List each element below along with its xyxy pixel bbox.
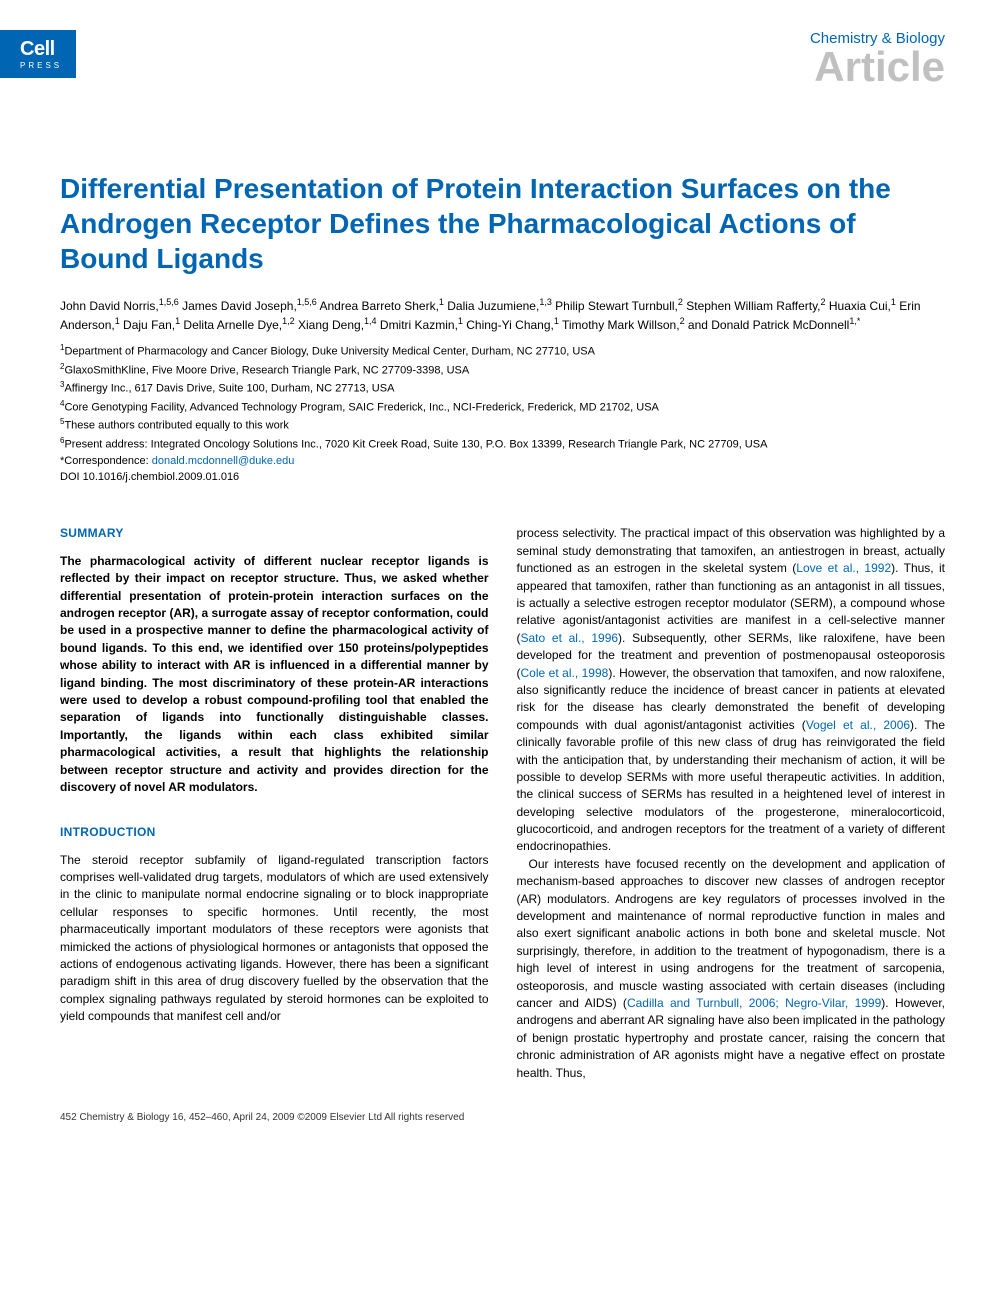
affiliations: 1Department of Pharmacology and Cancer B… — [60, 342, 945, 485]
article-title: Differential Presentation of Protein Int… — [60, 171, 945, 276]
article-type: Article — [60, 43, 945, 91]
intro-left-text: The steroid receptor subfamily of ligand… — [60, 852, 489, 1026]
summary-heading: SUMMARY — [60, 525, 489, 542]
author-list: John David Norris,1,5,6 James David Jose… — [60, 296, 945, 334]
two-column-body: SUMMARY The pharmacological activity of … — [60, 525, 945, 1082]
right-column: process selectivity. The practical impac… — [517, 525, 946, 1082]
summary-text: The pharmacological activity of differen… — [60, 553, 489, 796]
introduction-heading: INTRODUCTION — [60, 824, 489, 841]
header-right: Chemistry & Biology Article — [60, 0, 945, 131]
publisher-brand-badge: Cell PRESS — [0, 30, 76, 78]
brand-name: Cell — [20, 38, 55, 60]
page-footer: 452 Chemistry & Biology 16, 452–460, Apr… — [60, 1112, 945, 1123]
brand-sub: PRESS — [20, 61, 62, 70]
left-column: SUMMARY The pharmacological activity of … — [60, 525, 489, 1082]
intro-left-p1: The steroid receptor subfamily of ligand… — [60, 852, 489, 1026]
right-p1: process selectivity. The practical impac… — [517, 525, 946, 855]
right-p2: Our interests have focused recently on t… — [517, 856, 946, 1082]
